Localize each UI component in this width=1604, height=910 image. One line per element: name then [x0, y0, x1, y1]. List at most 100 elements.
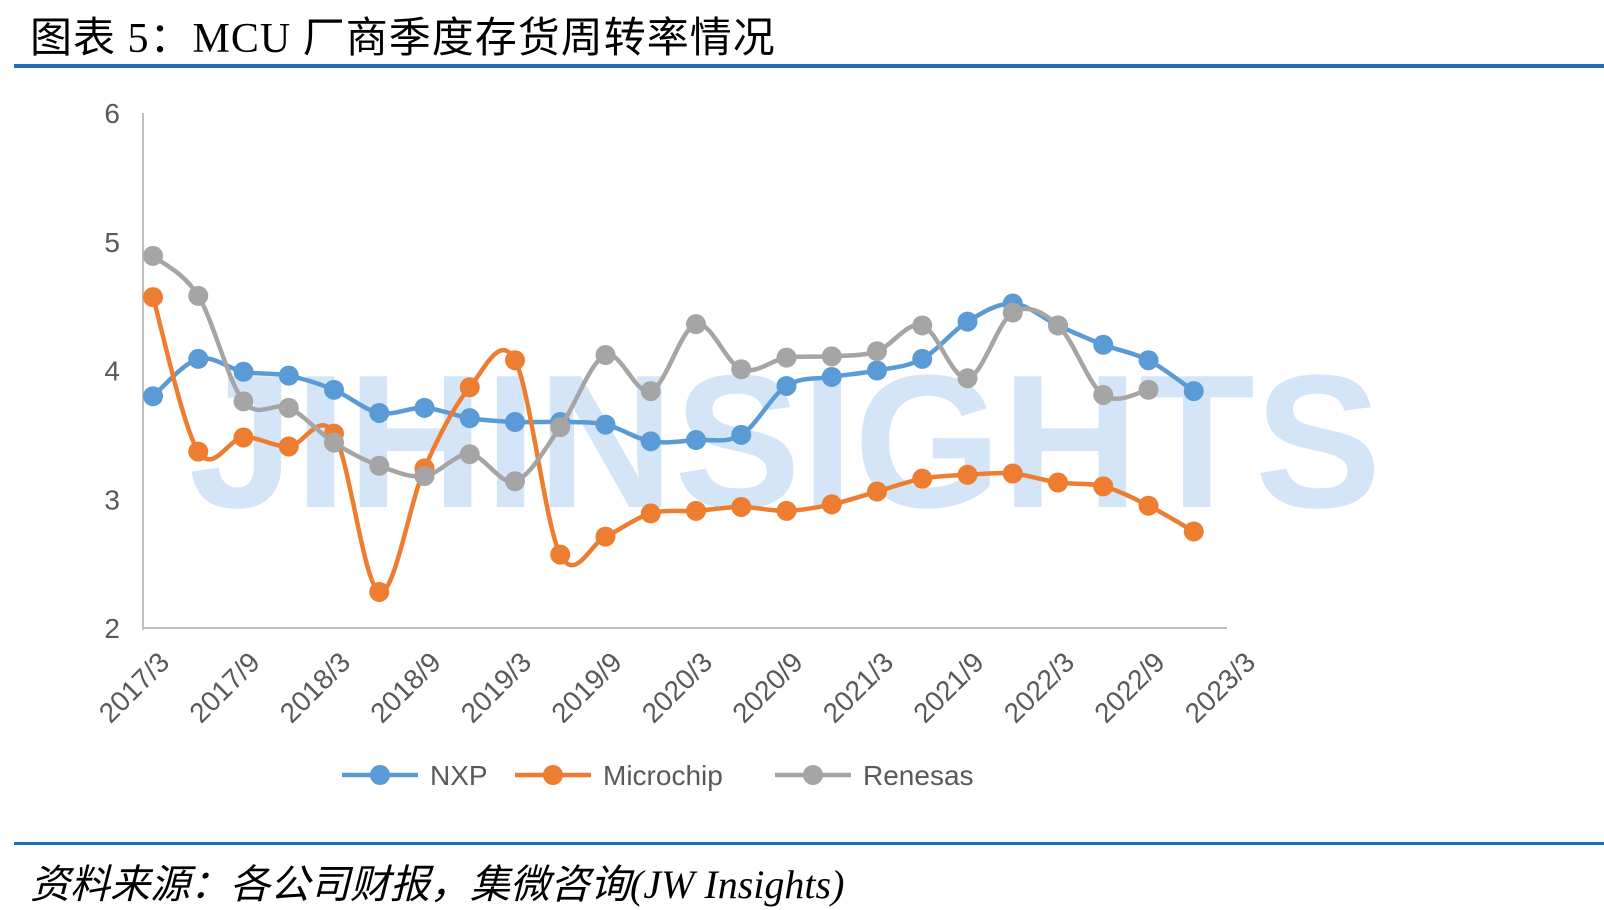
data-point-nxp [686, 430, 706, 451]
data-point-microchip [143, 287, 163, 308]
y-tick-label: 3 [104, 484, 120, 515]
data-point-nxp [1138, 350, 1159, 371]
x-tick-label: 2022/9 [1088, 646, 1170, 728]
data-point-nxp [369, 402, 390, 423]
data-point-nxp [188, 348, 209, 369]
data-point-renesas [1093, 384, 1114, 405]
data-point-nxp [1093, 334, 1114, 355]
data-point-renesas [912, 315, 933, 336]
data-point-renesas [595, 345, 616, 366]
data-point-renesas [1048, 315, 1068, 336]
legend-item-microchip: Microchip [515, 760, 723, 791]
data-point-microchip [233, 427, 254, 448]
data-point-nxp [414, 397, 435, 418]
legend-item-nxp: NXP [342, 760, 488, 791]
x-tick-label: 2022/3 [998, 646, 1080, 728]
data-point-renesas [640, 381, 661, 402]
series-renesas [143, 245, 1159, 492]
data-point-renesas [686, 314, 706, 335]
data-point-microchip [776, 500, 797, 521]
data-point-nxp [957, 311, 978, 332]
data-point-renesas [1002, 302, 1023, 323]
data-point-microchip [1002, 463, 1023, 484]
data-point-microchip [505, 350, 525, 371]
data-point-microchip [821, 494, 842, 515]
data-point-renesas [278, 397, 299, 418]
data-point-microchip [640, 503, 661, 524]
data-point-renesas [143, 245, 163, 266]
y-tick-label: 4 [104, 356, 120, 387]
data-point-microchip [912, 468, 933, 489]
data-point-nxp [459, 408, 480, 429]
data-point-microchip [595, 526, 616, 547]
data-point-renesas [821, 346, 842, 367]
y-tick-label: 2 [104, 613, 120, 644]
data-point-microchip [1093, 476, 1114, 497]
legend-marker-microchip [543, 765, 563, 785]
data-point-microchip [550, 544, 571, 565]
data-point-nxp [912, 348, 933, 369]
source-note: 资料来源：各公司财报，集微咨询(JW Insights) [30, 862, 845, 907]
data-point-nxp [776, 375, 797, 396]
data-point-nxp [640, 431, 661, 452]
legend-label-renesas: Renesas [863, 760, 974, 791]
page-title: 图表 5：MCU 厂商季度存货周转率情况 [30, 16, 776, 62]
bottom-divider [14, 842, 1604, 845]
legend: NXP Microchip Renesas [342, 760, 974, 791]
data-point-microchip [957, 464, 978, 485]
data-point-nxp [324, 379, 344, 400]
data-point-renesas [505, 471, 525, 492]
data-point-renesas [414, 466, 435, 487]
x-tick-label: 2020/3 [636, 646, 718, 728]
data-point-microchip [459, 377, 480, 398]
y-tick-label: 6 [104, 98, 120, 129]
x-tick-label: 2017/3 [93, 646, 175, 728]
x-tick-label: 2020/9 [726, 646, 808, 728]
data-point-microchip [1183, 521, 1204, 542]
data-point-renesas [867, 341, 887, 362]
x-tick-label: 2019/9 [545, 646, 627, 728]
data-point-microchip [686, 500, 706, 521]
x-tick-label: 2021/3 [817, 646, 899, 728]
data-point-nxp [867, 360, 887, 381]
data-point-microchip [369, 581, 390, 602]
x-tick-label: 2018/9 [364, 646, 446, 728]
data-point-nxp [821, 366, 842, 387]
data-point-microchip [278, 436, 299, 457]
data-point-renesas [369, 455, 390, 476]
x-tick-label: 2021/9 [907, 646, 989, 728]
legend-marker-nxp [370, 765, 390, 785]
x-tick-label: 2023/3 [1179, 646, 1261, 728]
x-tick-label: 2017/9 [183, 646, 265, 728]
data-point-renesas [776, 347, 797, 368]
data-point-renesas [324, 432, 344, 453]
data-point-nxp [143, 386, 163, 407]
data-point-renesas [459, 444, 480, 465]
data-point-nxp [1183, 381, 1204, 402]
legend-item-renesas: Renesas [775, 760, 974, 791]
legend-label-microchip: Microchip [603, 760, 723, 791]
data-point-renesas [731, 359, 752, 380]
data-point-renesas [1138, 379, 1159, 400]
data-point-nxp [731, 424, 752, 445]
data-point-nxp [278, 365, 299, 386]
data-point-microchip [731, 496, 752, 517]
legend-marker-renesas [803, 765, 823, 785]
data-point-renesas [233, 391, 254, 412]
data-point-microchip [867, 481, 887, 502]
x-tick-label: 2019/3 [455, 646, 537, 728]
data-point-microchip [1138, 495, 1159, 516]
y-tick-label: 5 [104, 227, 120, 258]
data-point-renesas [957, 368, 978, 389]
x-tick-label: 2018/3 [274, 646, 356, 728]
data-point-microchip [1048, 472, 1068, 493]
data-point-renesas [550, 417, 571, 438]
top-divider [14, 64, 1604, 68]
data-point-nxp [233, 361, 254, 382]
data-point-nxp [595, 414, 616, 435]
data-point-renesas [188, 285, 209, 306]
series-layer [143, 245, 1204, 602]
legend-label-nxp: NXP [430, 760, 488, 791]
data-point-nxp [505, 412, 525, 432]
